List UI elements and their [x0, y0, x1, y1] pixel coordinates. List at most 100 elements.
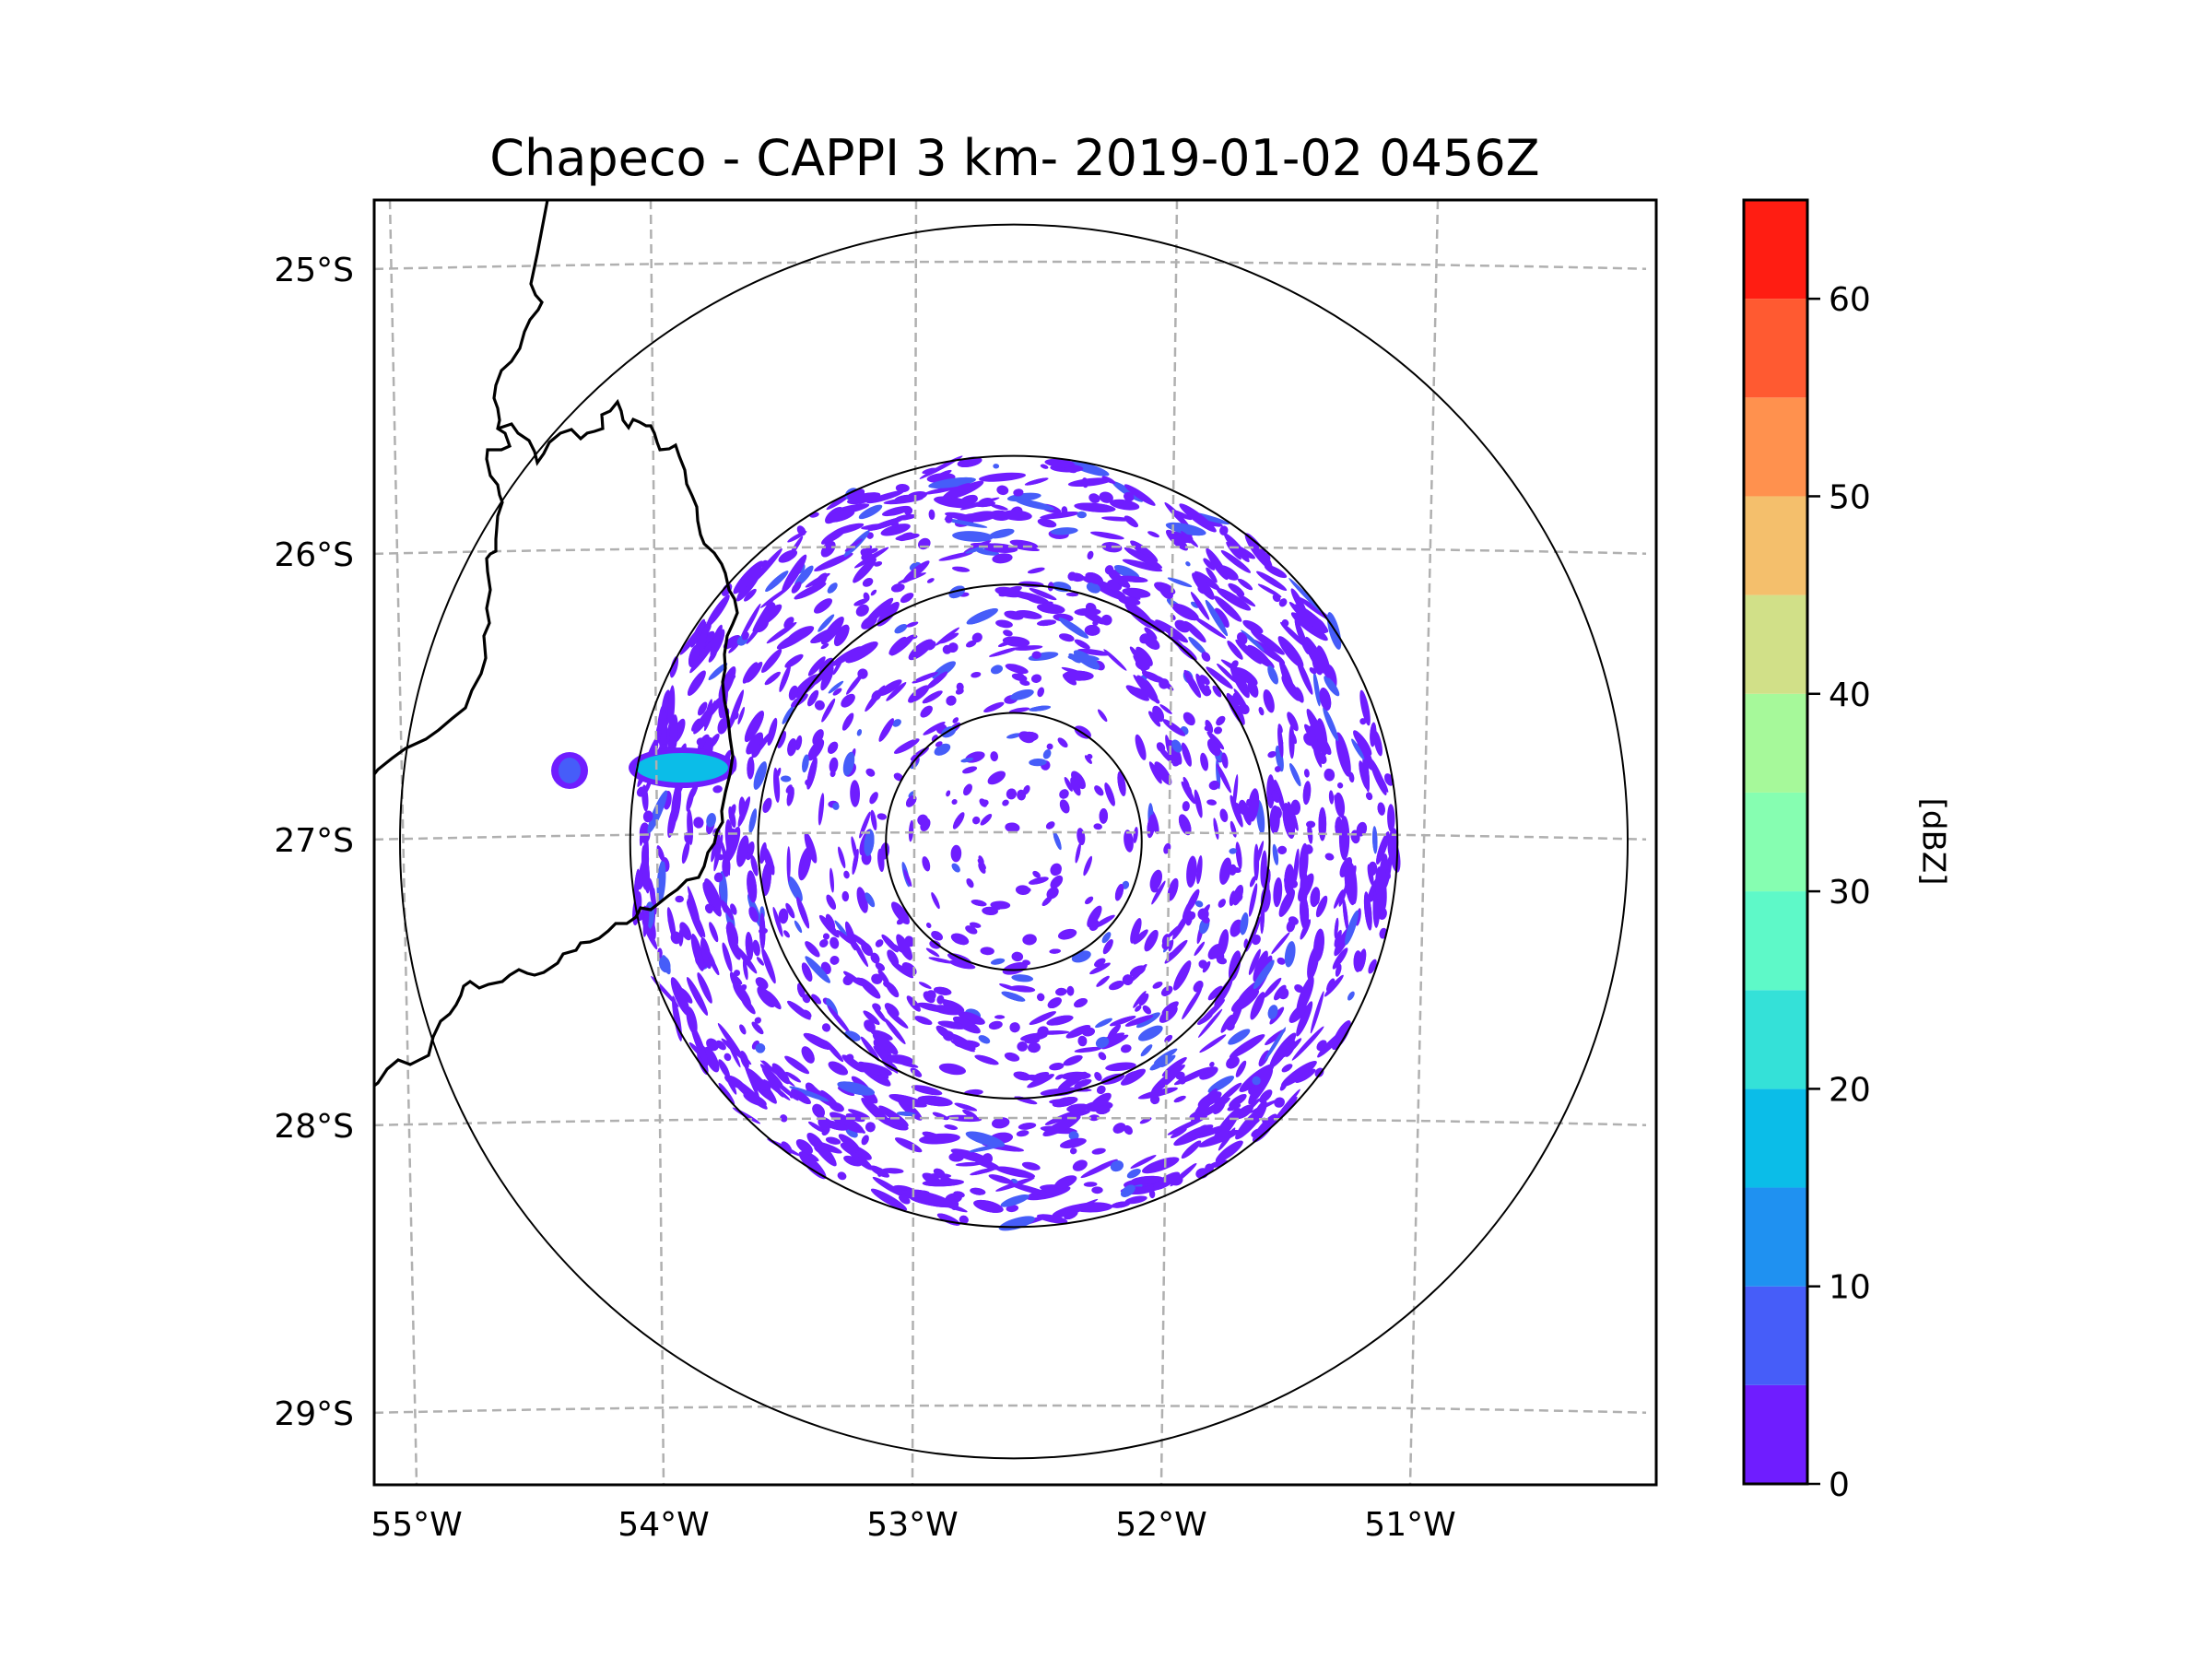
echo-speckle	[727, 689, 745, 731]
echo-speckle	[908, 791, 914, 798]
echo-speckle	[893, 772, 903, 782]
echo-speckle	[1111, 1201, 1131, 1208]
echo-speckle	[1289, 730, 1297, 745]
echo-speckle	[890, 901, 911, 925]
echo-speckle	[1216, 715, 1226, 726]
echo-speckle	[1159, 582, 1173, 600]
echo-speckle	[1032, 1071, 1050, 1079]
echo-speckle	[990, 504, 1008, 511]
echo-speckle	[1377, 802, 1385, 816]
echo-speckle	[1077, 1035, 1088, 1047]
echo-speckle	[1113, 565, 1140, 580]
echo-speckle	[978, 472, 1027, 482]
echo-speckle	[1258, 707, 1265, 716]
echo-speckle	[932, 1005, 962, 1016]
echo-speckle	[1274, 766, 1281, 772]
echo-speckle	[717, 1023, 745, 1061]
echo-speckle	[954, 1102, 978, 1112]
echo-speckle	[1324, 676, 1340, 697]
echo-speckle	[1109, 981, 1124, 991]
echo-speckle	[1061, 506, 1068, 515]
echo-speckle	[711, 829, 721, 863]
colorbar-tick-label: 0	[1829, 1466, 1850, 1504]
x-tick-label: 54°W	[618, 1506, 709, 1544]
echo-speckle	[874, 561, 883, 567]
echo-speckle	[1009, 688, 1034, 700]
echo-speckle	[805, 941, 820, 958]
echo-speckle	[687, 899, 703, 938]
echo-speckle	[1124, 1195, 1147, 1205]
echo-speckle	[947, 642, 959, 653]
echo-speckle	[926, 671, 948, 689]
echo-speckle	[1229, 1093, 1247, 1108]
echo-speckle	[1065, 1025, 1091, 1039]
echo-speckle	[1122, 559, 1163, 572]
y-tick-label: 27°S	[274, 822, 354, 860]
echo-speckle	[881, 1168, 904, 1174]
echo-speckle	[866, 490, 904, 504]
echo-speckle	[844, 538, 863, 552]
echo-speckle	[780, 1114, 788, 1123]
echo-speckle	[1099, 808, 1109, 824]
echo-speckle	[894, 624, 908, 634]
echo-speckle	[888, 1094, 927, 1108]
echo-speckle	[1152, 981, 1163, 989]
echo-speckle	[1195, 1097, 1230, 1120]
echo-speckle	[1251, 629, 1285, 655]
echo-speckle	[1086, 582, 1100, 594]
echo-speckle	[1236, 1098, 1261, 1120]
echo-speckle	[1146, 679, 1159, 700]
echo-speckle	[1363, 891, 1372, 931]
echo-speckle	[689, 634, 719, 674]
echo-speckle	[1006, 788, 1017, 800]
echo-speckle	[1277, 724, 1283, 734]
echo-speckle	[862, 578, 874, 587]
plot-background	[374, 200, 1656, 1485]
echo-speckle	[1328, 790, 1335, 805]
echo-speckle	[993, 464, 1000, 469]
echo-speckle	[932, 1112, 949, 1121]
echo-speckle	[1028, 1042, 1041, 1053]
echo-speckle	[1194, 941, 1206, 957]
echo-speckle	[1029, 877, 1049, 885]
echo-speckle	[870, 809, 877, 831]
echo-speckle	[1124, 515, 1138, 528]
echo-speckle	[1130, 1155, 1157, 1169]
echo-speckle	[884, 1018, 906, 1045]
echo-speckle	[897, 1111, 916, 1117]
gridline-lat	[374, 830, 1647, 841]
echo-speckle	[738, 983, 747, 993]
echo-speckle	[744, 588, 757, 602]
echo-speckle	[687, 886, 700, 923]
echo-speckle	[1013, 1071, 1031, 1081]
echo-speckle	[759, 604, 782, 626]
echo-speckle	[1178, 814, 1192, 836]
echo-speckle	[1218, 1127, 1236, 1151]
echo-speckle	[832, 523, 865, 535]
echo-speckle	[1142, 1005, 1152, 1015]
echo-speckle	[742, 1059, 760, 1101]
echo-speckle	[1252, 1076, 1261, 1086]
echo-speckle	[1289, 763, 1301, 787]
echo-speckle	[1229, 848, 1237, 854]
range-ring	[399, 223, 1629, 1460]
echo-speckle	[1032, 870, 1041, 878]
echo-speckle	[780, 775, 792, 782]
echo-speckle	[1334, 929, 1342, 947]
echo-speckle	[894, 494, 911, 501]
y-axis-ticks: 25°S 26°S 27°S 28°S 29°S	[274, 252, 354, 1433]
echo-speckle	[843, 971, 864, 986]
echo-speckle	[846, 673, 864, 695]
echo-speckle	[1227, 1103, 1241, 1112]
echo-speckle	[1267, 1005, 1278, 1019]
range-ring	[757, 583, 1271, 1100]
range-ring	[885, 712, 1143, 971]
echo-speckle	[845, 641, 878, 664]
echo-speckle	[1008, 1182, 1053, 1197]
echo-speckle	[807, 738, 825, 761]
echo-speckle	[865, 768, 876, 777]
echo-speckle	[821, 1023, 831, 1032]
echo-speckle	[1108, 1024, 1121, 1039]
echo-speckle	[1263, 688, 1275, 713]
echo-speckle	[1271, 790, 1280, 803]
